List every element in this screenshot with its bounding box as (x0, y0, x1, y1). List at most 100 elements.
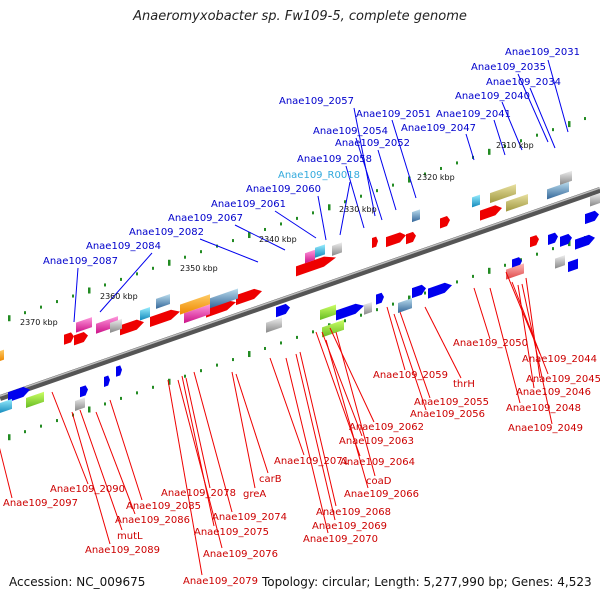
gene-label[interactable]: Anae109_2040 (455, 91, 530, 102)
connector-line (465, 133, 475, 161)
gene-box (590, 192, 600, 207)
gene-label[interactable]: Anae109_2078 (161, 488, 236, 499)
tick-mark (40, 424, 42, 428)
gene-label[interactable]: Anae109_2090 (50, 484, 125, 495)
gene-label[interactable]: Anae109_2056 (410, 409, 485, 420)
tick-mark (424, 172, 426, 176)
gene-label[interactable]: Anae109_2067 (168, 213, 243, 224)
gene-arrow (372, 236, 378, 249)
gene-label[interactable]: Anae109_2068 (316, 507, 391, 518)
gene-label[interactable]: Anae109_2076 (203, 549, 278, 560)
tick-mark (104, 283, 106, 287)
gene-arrow (8, 386, 30, 403)
tick-mark (216, 363, 218, 367)
connector-line (391, 119, 417, 199)
tick-mark (536, 133, 538, 137)
gene-label[interactable]: thrH (453, 379, 475, 390)
gene-box (364, 302, 372, 315)
gene-label[interactable]: Anae109_2058 (297, 154, 372, 165)
gene-label[interactable]: Anae109_2047 (401, 123, 476, 134)
tick-mark (136, 272, 138, 276)
connector-line (493, 119, 506, 156)
gene-arrow (296, 256, 336, 277)
tick-mark (456, 280, 458, 284)
gene-label[interactable]: Anae109_2075 (194, 527, 269, 538)
tick-mark (360, 194, 362, 198)
gene-label[interactable]: Anae109_2084 (86, 241, 161, 252)
kbp-label: 2310 kbp (496, 141, 534, 150)
tick-mark (408, 176, 411, 183)
tick-mark (552, 247, 554, 251)
gene-label[interactable]: Anae109_2060 (246, 184, 321, 195)
gene-label[interactable]: mutL (117, 531, 143, 542)
gene-label[interactable]: Anae109_2063 (339, 436, 414, 447)
connector-line (231, 371, 256, 489)
gene-label[interactable]: Anae109_2051 (356, 109, 431, 120)
gene-label[interactable]: Anae109_2049 (508, 423, 583, 434)
gene-label[interactable]: Anae109_2079 (183, 576, 258, 587)
gene-label[interactable]: Anae109_2035 (471, 62, 546, 73)
connector-line (193, 371, 233, 513)
gene-label[interactable]: Anae109_2097 (3, 498, 78, 509)
tick-mark (104, 402, 106, 406)
tick-mark (472, 274, 474, 278)
gene-label[interactable]: Anae109_2041 (436, 109, 511, 120)
gene-arrow (74, 331, 88, 346)
connector-line (339, 181, 351, 236)
connector-line (167, 379, 203, 576)
gene-label[interactable]: Anae109_2059 (373, 370, 448, 381)
gene-label[interactable]: Anae109_2034 (486, 77, 561, 88)
gene-label[interactable]: Anae109_2057 (279, 96, 354, 107)
gene-box (322, 319, 344, 338)
tick-mark (8, 315, 11, 322)
gene-label[interactable]: Anae109_R0018 (278, 170, 360, 181)
gene-label[interactable]: Anae109_2070 (303, 534, 378, 545)
gene-label[interactable]: Anae109_2062 (349, 422, 424, 433)
gene-label[interactable]: Anae109_2048 (506, 403, 581, 414)
gene-label[interactable]: Anae109_2031 (505, 47, 580, 58)
gene-label[interactable]: coaD (366, 476, 392, 487)
tick-mark (232, 358, 234, 362)
gene-label[interactable]: Anae109_2055 (414, 397, 489, 408)
connector-line (181, 375, 215, 527)
gene-label[interactable]: Anae109_2074 (212, 512, 287, 523)
gene-label[interactable]: Anae109_2069 (312, 521, 387, 532)
gene-label[interactable]: Anae109_2046 (516, 387, 591, 398)
gene-label[interactable]: Anae109_2045 (526, 374, 600, 385)
gene-label[interactable]: Anae109_2086 (115, 515, 190, 526)
connector-line (71, 411, 111, 545)
gene-label[interactable]: Anae109_2054 (313, 126, 388, 137)
gene-label[interactable]: Anae109_2089 (85, 545, 160, 556)
gene-label[interactable]: Anae109_2061 (211, 199, 286, 210)
tick-mark (328, 204, 331, 211)
tick-mark (248, 351, 251, 358)
gene-label[interactable]: carB (259, 474, 282, 485)
gene-label[interactable]: Anae109_2082 (129, 227, 204, 238)
tick-mark (120, 277, 122, 281)
connector-line (501, 101, 523, 151)
gene-label[interactable]: Anae109_2052 (335, 138, 410, 149)
tick-mark (488, 267, 491, 274)
gene-label[interactable]: Anae109_2071 (274, 456, 349, 467)
gene-label[interactable]: Anae109_2085 (126, 501, 201, 512)
gene-label[interactable]: Anae109_2064 (340, 457, 415, 468)
gene-label[interactable]: Anae109_2066 (344, 489, 419, 500)
connector-line (0, 447, 13, 499)
tick-mark (568, 240, 571, 247)
gene-arrow (386, 232, 406, 248)
backbone (0, 187, 600, 401)
gene-label[interactable]: Anae109_2044 (522, 354, 597, 365)
tick-mark (8, 434, 11, 441)
gene-label[interactable]: greA (243, 489, 266, 500)
connector-line (295, 353, 336, 521)
gene-box (140, 306, 150, 321)
tick-mark (168, 259, 171, 266)
tick-mark (232, 239, 234, 243)
gene-label[interactable]: Anae109_2050 (453, 338, 528, 349)
gene-arrow (560, 233, 572, 247)
connector-line (345, 165, 365, 229)
connector-line (285, 357, 329, 534)
tick-mark (392, 302, 394, 306)
tick-mark (152, 266, 154, 270)
gene-label[interactable]: Anae109_2087 (43, 256, 118, 267)
